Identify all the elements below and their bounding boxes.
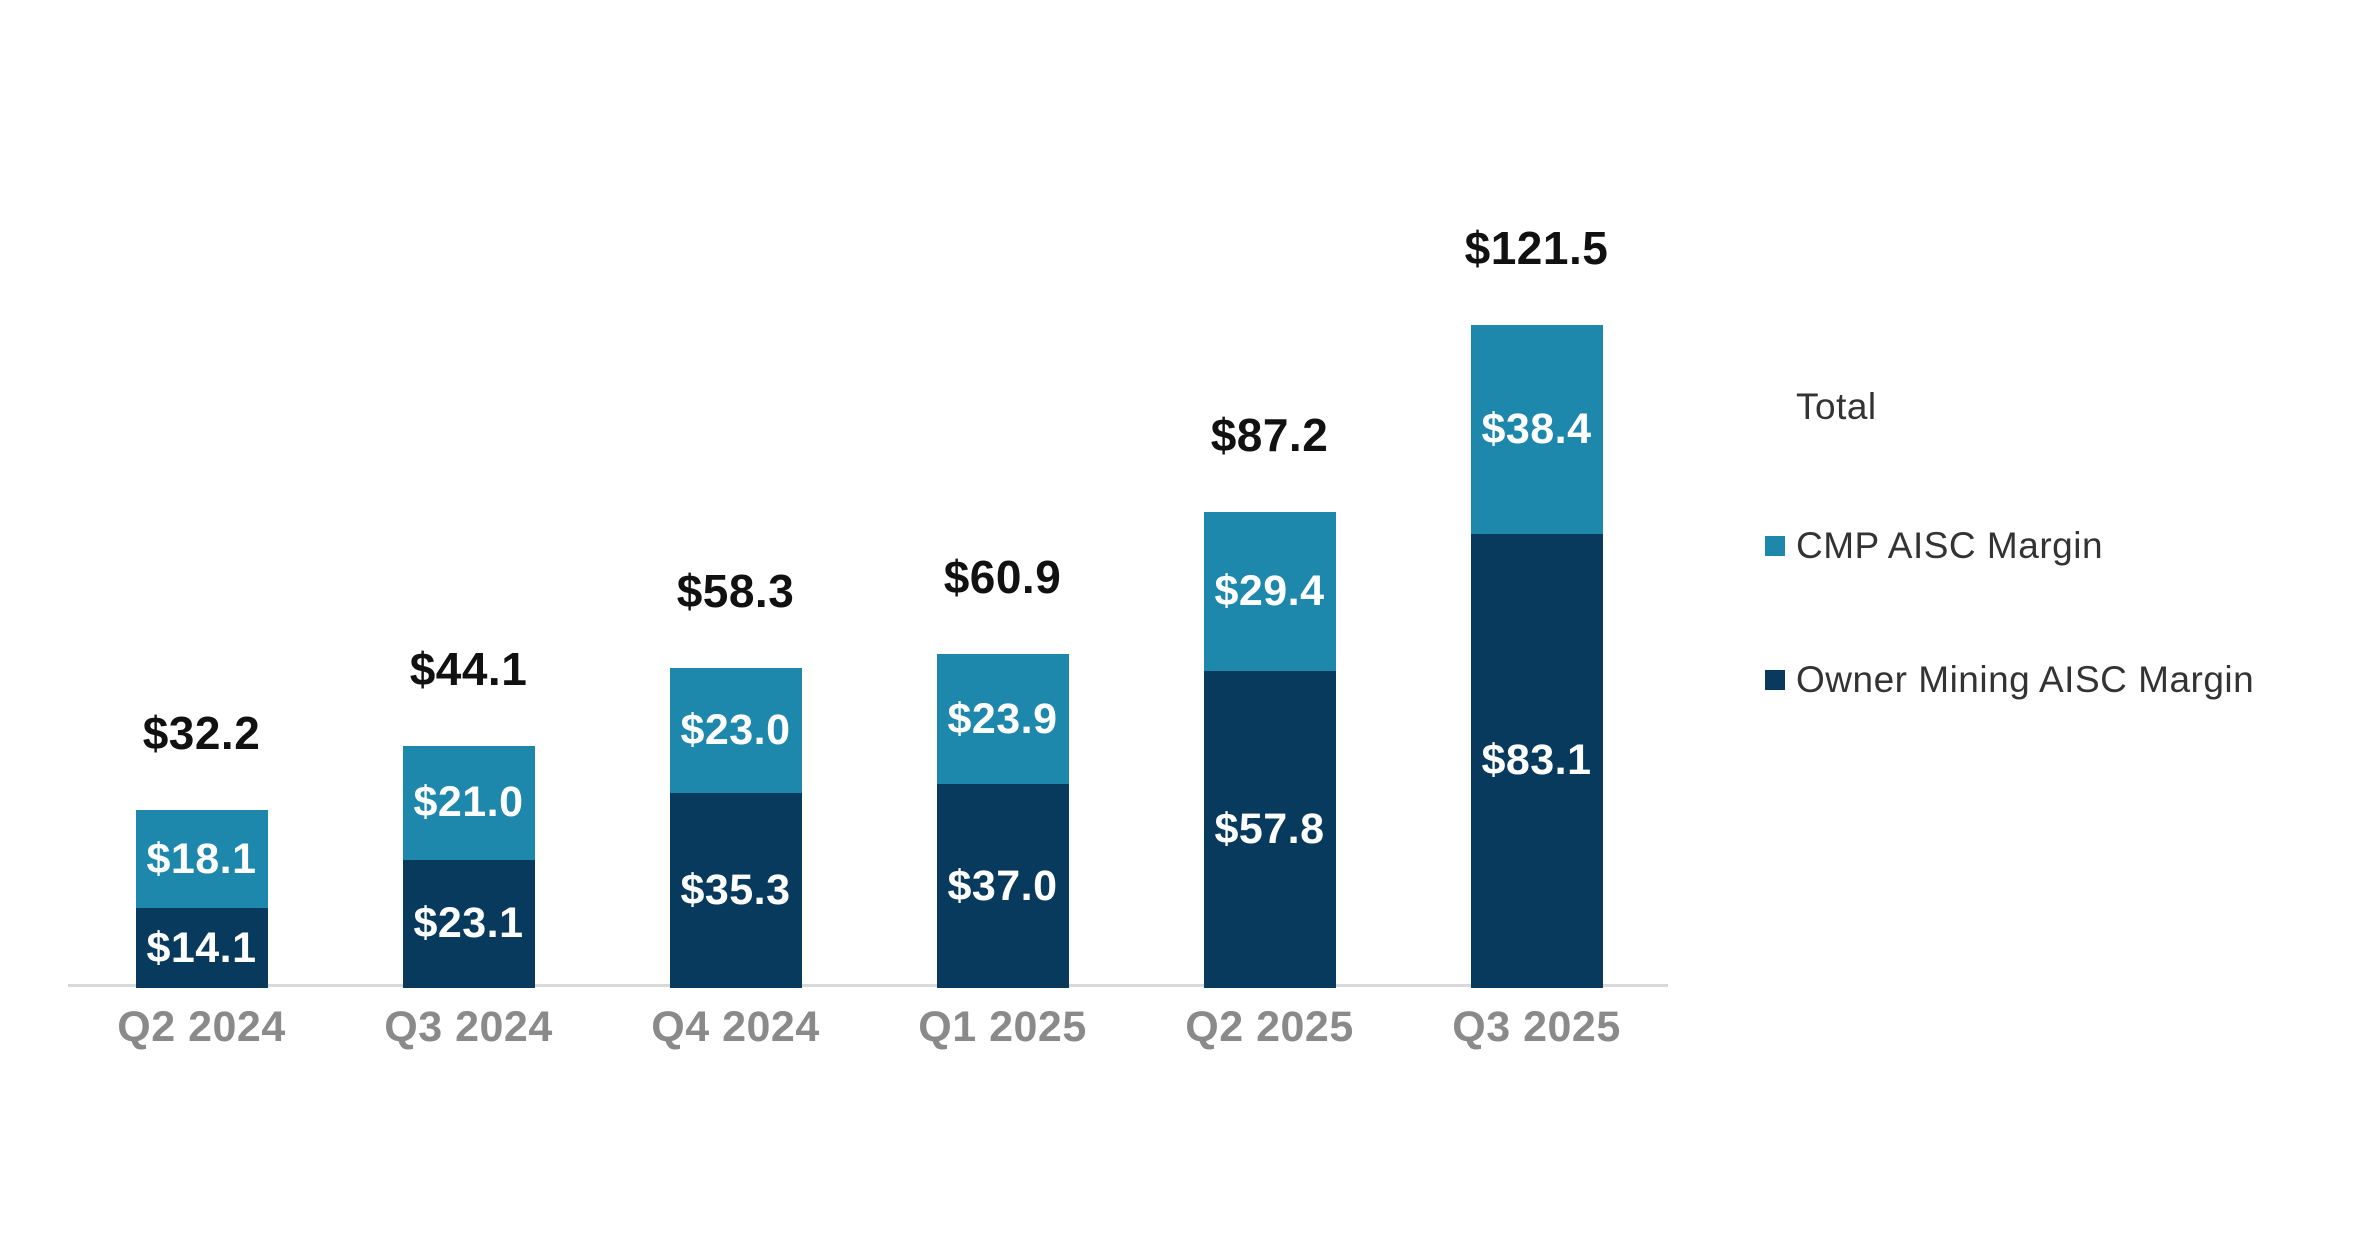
bar-segment-cmp: $23.9: [936, 654, 1069, 785]
bar-segment-owner-mining: $35.3: [669, 793, 802, 988]
x-axis-tick-label: Q2 2024: [117, 1003, 286, 1051]
segment-value-label: $83.1: [1481, 736, 1592, 785]
bar-segment-cmp: $23.0: [669, 668, 802, 794]
bar-segment-cmp: $38.4: [1470, 325, 1603, 534]
bar-segment-owner-mining: $14.1: [135, 908, 268, 988]
segment-value-label: $21.0: [413, 778, 524, 827]
segment-value-label: $35.3: [680, 866, 791, 915]
x-axis-tick-label: Q3 2025: [1452, 1003, 1621, 1051]
total-value-label: $44.1: [409, 642, 528, 695]
x-axis-line: [68, 984, 1668, 987]
total-value-label: $121.5: [1464, 222, 1609, 275]
x-axis-tick-label: Q4 2024: [651, 1003, 820, 1051]
bar-segment-owner-mining: $23.1: [402, 859, 535, 988]
total-value-label: $58.3: [676, 565, 795, 618]
legend-swatch-owner-mining-icon: [1765, 670, 1785, 690]
total-value-label: $32.2: [142, 707, 261, 760]
bar-segment-owner-mining: $37.0: [936, 784, 1069, 988]
bar-segment-cmp: $21.0: [402, 745, 535, 860]
legend-label-cmp-aisc-margin: CMP AISC Margin: [1796, 525, 2104, 566]
legend-item-owner-mining-aisc-margin: Owner Mining AISC Margin: [1765, 656, 2254, 704]
legend-item-total: Total: [1765, 383, 1877, 431]
segment-value-label: $18.1: [146, 834, 257, 883]
segment-value-label: $29.4: [1214, 566, 1325, 615]
legend-label-total: Total: [1796, 386, 1877, 427]
bar-segment-cmp: $29.4: [1203, 511, 1336, 672]
bar-segment-owner-mining: $57.8: [1203, 671, 1336, 988]
legend-item-cmp-aisc-margin: CMP AISC Margin: [1765, 522, 2103, 570]
segment-value-label: $14.1: [146, 923, 257, 972]
x-axis-tick-label: Q1 2025: [918, 1003, 1087, 1051]
segment-value-label: $37.0: [947, 861, 1058, 910]
segment-value-label: $57.8: [1214, 805, 1325, 854]
segment-value-label: $38.4: [1481, 405, 1592, 453]
total-value-label: $60.9: [943, 551, 1062, 604]
segment-value-label: $23.9: [947, 694, 1058, 743]
x-axis-tick-label: Q2 2025: [1185, 1003, 1354, 1051]
segment-value-label: $23.0: [680, 706, 791, 755]
legend-label-owner-mining-aisc-margin: Owner Mining AISC Margin: [1796, 659, 2255, 700]
total-value-label: $87.2: [1210, 408, 1329, 461]
bar-segment-owner-mining: $83.1: [1470, 533, 1603, 988]
bar-segment-cmp: $18.1: [135, 810, 268, 909]
x-axis-tick-label: Q3 2024: [384, 1003, 553, 1051]
segment-value-label: $23.1: [413, 899, 524, 948]
legend-swatch-cmp-icon: [1765, 536, 1785, 556]
